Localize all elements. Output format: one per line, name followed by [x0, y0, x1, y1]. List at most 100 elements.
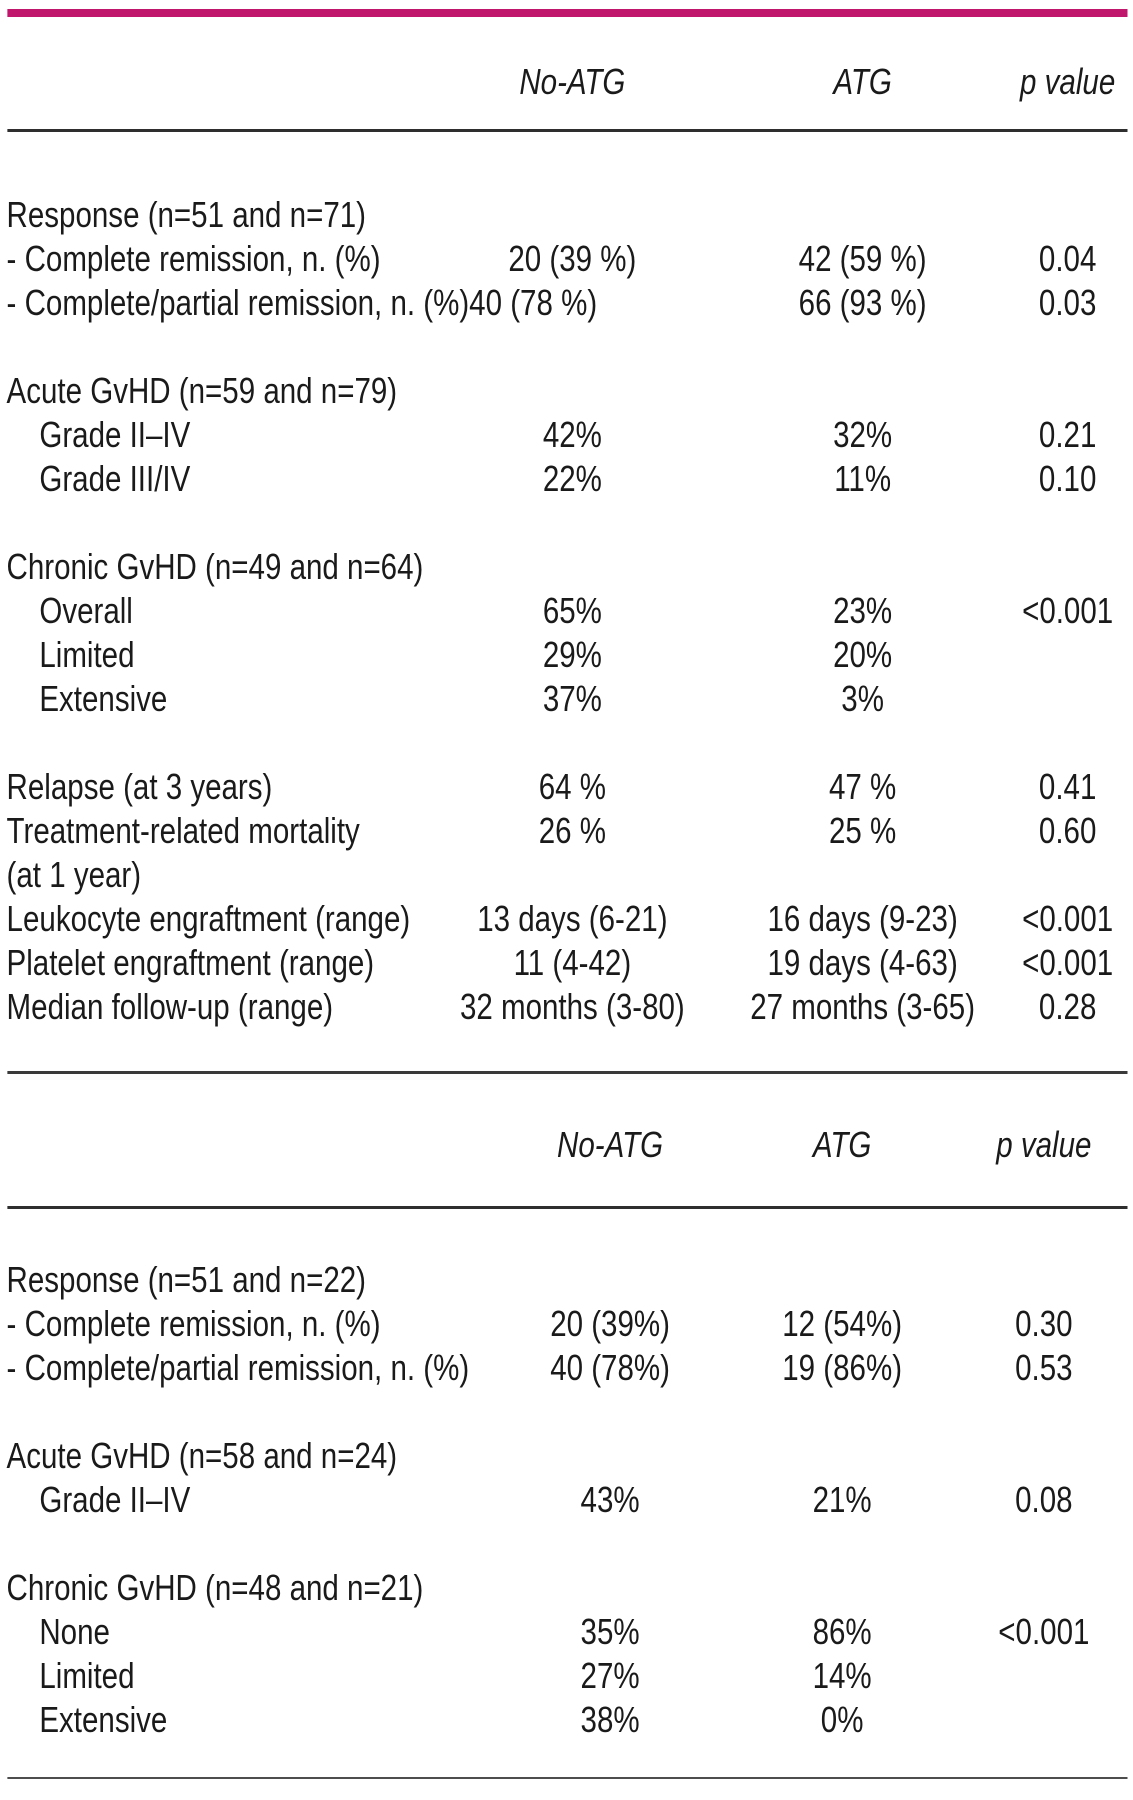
cell-value: 64 % [538, 766, 607, 807]
table-row: Overall 65% 23% <0.001 [0, 589, 1133, 633]
cell-value: 20 (39 %) [508, 238, 637, 279]
cell-value: <0.001 [1022, 898, 1114, 939]
table-section: Relapse (at 3 years) 64 % 47 % 0.41 Treatmen… [0, 765, 1133, 1029]
cell-value: 66 (93 %) [798, 282, 927, 323]
table-row: Leukocyte engraftment (range) 13 days (6-… [0, 897, 1133, 941]
cell-value: 0% [820, 1699, 864, 1740]
cell-value: 42% [542, 414, 602, 455]
table-row: - Complete remission, n. (%) 20 (39%) 12 (… [0, 1302, 1133, 1346]
table-row: Grade II–IV 42% 32% 0.21 [0, 413, 1133, 457]
cell-value: 21% [812, 1479, 872, 1520]
table1-header-rule [7, 129, 1128, 132]
table1-column-header-p-value: p value [1020, 61, 1116, 102]
cell-value: 12 (54%) [782, 1303, 903, 1344]
table-row: - Complete remission, n. (%) 20 (39 %) 42 … [0, 237, 1133, 281]
cell-value: 27% [580, 1655, 640, 1696]
cell-value: 0.08 [1015, 1479, 1073, 1520]
row-label: Treatment-related mortality (at 1 year) [0, 809, 1133, 897]
cell-value: <0.001 [1022, 942, 1114, 983]
table2-column-header-no-atg: No-ATG [557, 1124, 664, 1165]
cell-value: 47 % [828, 766, 897, 807]
section-header: Chronic GvHD (n=49 and n=64) [6, 546, 424, 587]
cell-value: 11% [834, 458, 892, 499]
table-row: Limited 29% 20% [0, 633, 1133, 677]
table-row: Median follow-up (range) 32 months (3-80)… [0, 985, 1133, 1029]
table1-header-row: No-ATG ATG p value [0, 60, 1133, 104]
bottom-rule [7, 1777, 1128, 1779]
cell-value: <0.001 [998, 1611, 1090, 1652]
row-label: - Complete/partial remission, n. (%) [6, 1347, 470, 1388]
cell-value: 0.03 [1038, 282, 1097, 323]
cell-value: 35% [580, 1611, 640, 1652]
cell-value: 20 (39%) [550, 1303, 670, 1344]
table2-column-header-atg: ATG [812, 1124, 872, 1165]
cell-value: 0.10 [1038, 458, 1097, 499]
cell-value: 3% [841, 678, 884, 719]
cell-value: 20% [833, 634, 893, 675]
cell-value: 25 % [828, 810, 897, 851]
table-row: Limited 27% 14% [0, 1654, 1133, 1698]
cell-value: 38% [580, 1699, 640, 1740]
cell-value: 32 months (3-80) [459, 986, 685, 1027]
cell-value: 22% [542, 458, 602, 499]
top-accent-bar [7, 9, 1128, 17]
section-header: Chronic GvHD (n=48 and n=21) [6, 1567, 424, 1608]
table-section: Response (n=51 and n=22) - Complete remis… [0, 1258, 1133, 1390]
cell-value: 0.53 [1015, 1347, 1073, 1388]
row-label: Overall [39, 590, 133, 631]
cell-value: 16 days (9-23) [767, 898, 958, 939]
cell-value: 11 (4-42) [513, 942, 632, 983]
row-label: Limited [39, 1655, 135, 1696]
row-label: Grade III/IV [39, 458, 191, 499]
table-row: None 35% 86% <0.001 [0, 1610, 1133, 1654]
table-section: Response (n=51 and n=71) - Complete remis… [0, 193, 1133, 325]
table-separator-rule [7, 1071, 1128, 1074]
row-label: Relapse (at 3 years) [6, 766, 273, 807]
cell-value: 19 (86%) [782, 1347, 903, 1388]
table-row: Extensive 38% 0% [0, 1698, 1133, 1742]
cell-value: 29% [542, 634, 602, 675]
cell-value: 0.04 [1038, 238, 1097, 279]
table-section: Chronic GvHD (n=49 and n=64) Overall 65% 23… [0, 545, 1133, 721]
cell-value: 13 days (6-21) [477, 898, 668, 939]
table-section: Acute GvHD (n=58 and n=24) Grade II–IV 43%… [0, 1434, 1133, 1522]
cell-value: 0.60 [1038, 810, 1097, 851]
row-label: Leukocyte engraftment (range) [6, 898, 411, 939]
table-row: - Complete/partial remission, n. (%) 40 (… [0, 1346, 1133, 1390]
cell-value: 43% [580, 1479, 640, 1520]
table-row: Relapse (at 3 years) 64 % 47 % 0.41 [0, 765, 1133, 809]
table2-header-rule [7, 1206, 1128, 1209]
section-header: Response (n=51 and n=22) [6, 1259, 366, 1300]
cell-value: 37% [542, 678, 602, 719]
cell-value: 42 (59 %) [798, 238, 927, 279]
cell-value-inline: 40 (78 %) [469, 282, 598, 323]
row-label-continued: (at 1 year) [6, 854, 142, 895]
row-label: - Complete remission, n. (%) [6, 1303, 381, 1344]
table1-column-header-atg: ATG [833, 61, 892, 102]
cell-value: 27 months (3-65) [750, 986, 976, 1027]
table1-column-header-no-atg: No-ATG [519, 61, 626, 102]
cell-value: 0.30 [1015, 1303, 1073, 1344]
row-label: Median follow-up (range) [6, 986, 334, 1027]
row-label: Grade II–IV [39, 1479, 191, 1520]
table-section: Acute GvHD (n=59 and n=79) Grade II–IV 42%… [0, 369, 1133, 501]
cell-value: 14% [812, 1655, 872, 1696]
cell-value: 23% [833, 590, 893, 631]
row-label: - Complete remission, n. (%) [6, 238, 381, 279]
cell-value: 32% [833, 414, 893, 455]
cell-value: 65% [542, 590, 602, 631]
table-row: Grade III/IV 22% 11% 0.10 [0, 457, 1133, 501]
table2-body: Response (n=51 and n=22) - Complete remis… [0, 1258, 1133, 1742]
row-label: - Complete/partial remission, n. (%)40 (… [6, 282, 598, 323]
table2-header-row: No-ATG ATG p value [0, 1123, 1133, 1167]
table-row: Platelet engraftment (range) 11 (4-42) 19 … [0, 941, 1133, 985]
section-header: Acute GvHD (n=58 and n=24) [6, 1435, 398, 1476]
row-label: Platelet engraftment (range) [6, 942, 375, 983]
table-row: Treatment-related mortality (at 1 year) 26… [0, 809, 1133, 897]
table-row: Extensive 37% 3% [0, 677, 1133, 721]
table1-body: Response (n=51 and n=71) - Complete remis… [0, 193, 1133, 1029]
cell-value: 0.41 [1038, 766, 1097, 807]
table2-column-header-p-value: p value [996, 1124, 1092, 1165]
